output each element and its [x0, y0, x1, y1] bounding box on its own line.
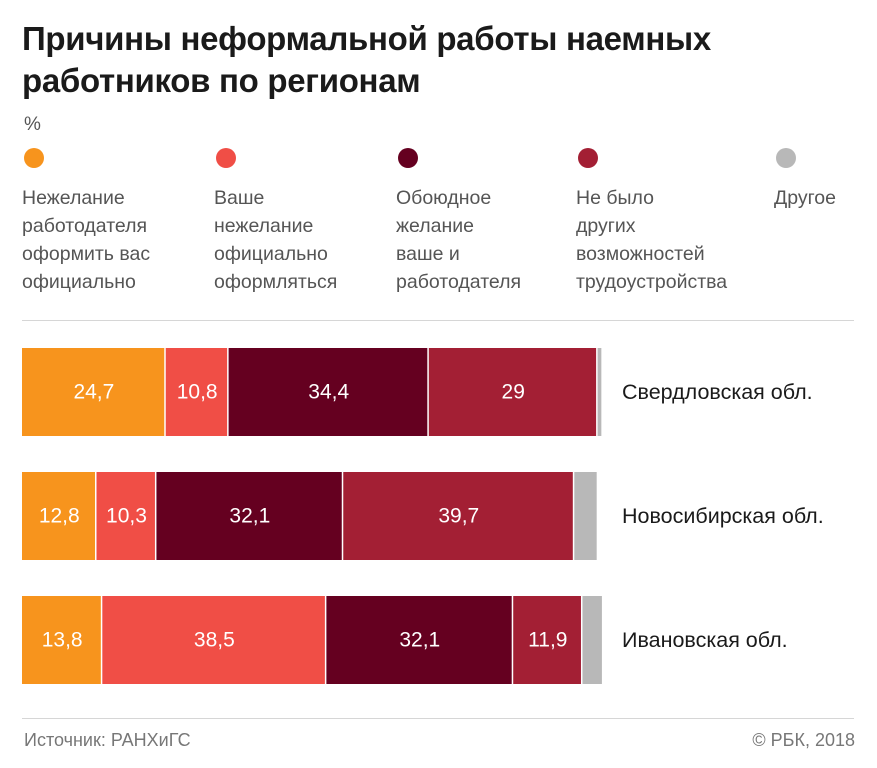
- data-label: 34,4: [308, 381, 349, 404]
- legend-dot: [776, 148, 796, 168]
- bar-segment: [96, 472, 155, 560]
- bar-segment: [22, 472, 95, 560]
- legend-label: Нежелание работодателя оформить вас офиц…: [22, 187, 151, 293]
- legend-label: Другое: [774, 187, 836, 209]
- bar-segment: [513, 596, 581, 684]
- bar-segment: [428, 348, 597, 436]
- bar-segment: [326, 596, 512, 684]
- data-label: 10,8: [177, 381, 218, 404]
- copyright-note: © РБК, 2018: [752, 730, 855, 750]
- legend-item-employer-refusal: Нежелание работодателя оформить вас офиц…: [22, 148, 150, 296]
- unit-label: %: [24, 114, 41, 135]
- data-label: 12,8: [39, 505, 80, 528]
- legend-item-other: Другое: [774, 148, 836, 212]
- bar-segment: [22, 596, 101, 684]
- bar-segment: [156, 472, 342, 560]
- data-label: 13,8: [42, 629, 83, 652]
- legend-label: Обоюдное желание ваше и работодателя: [396, 187, 522, 293]
- bar-segment: [22, 348, 165, 436]
- data-label: 10,3: [106, 505, 147, 528]
- legend-item-no-other-options: Не было других возможностей трудоустройс…: [576, 148, 727, 296]
- bar-segment: [597, 348, 602, 436]
- divider-bottom: [22, 718, 854, 719]
- bar-segment: [574, 472, 597, 560]
- legend-dot: [24, 148, 44, 168]
- legend-label: Не было других возможностей трудоустройс…: [576, 187, 728, 293]
- category-label: Свердловская обл.: [622, 380, 813, 404]
- legend: Нежелание работодателя оформить вас офиц…: [0, 148, 877, 308]
- bar-segment: [102, 596, 325, 684]
- data-label: 38,5: [194, 629, 235, 652]
- legend-dot: [578, 148, 598, 168]
- source-note: Источник: РАНХиГС: [24, 730, 191, 750]
- data-label: 32,1: [399, 629, 440, 652]
- bar-segment: [228, 348, 428, 436]
- category-label: Новосибирская обл.: [622, 504, 824, 528]
- data-label: 11,9: [528, 629, 567, 652]
- legend-label: Ваше нежелание официально оформляться: [214, 187, 338, 293]
- legend-item-mutual-desire: Обоюдное желание ваше и работодателя: [396, 148, 521, 296]
- data-label: 32,1: [229, 505, 270, 528]
- data-label: 29: [502, 381, 525, 404]
- bar-segment: [343, 472, 573, 560]
- legend-item-own-refusal: Ваше нежелание официально оформляться: [214, 148, 337, 296]
- stacked-bar-chart: 24,7 10,8 34,4 29 Свердловская обл. 12,8 10,3 3…: [22, 348, 824, 684]
- legend-dot: [398, 148, 418, 168]
- bar-segment: [165, 348, 228, 436]
- chart-title: Причины неформальной работы наемных рабо…: [22, 20, 711, 99]
- divider-top: [22, 320, 854, 321]
- legend-dot: [216, 148, 236, 168]
- category-label: Ивановская обл.: [622, 628, 788, 652]
- data-label: 24,7: [73, 381, 114, 404]
- data-label: 39,7: [438, 505, 479, 528]
- bar-segment: [582, 596, 602, 684]
